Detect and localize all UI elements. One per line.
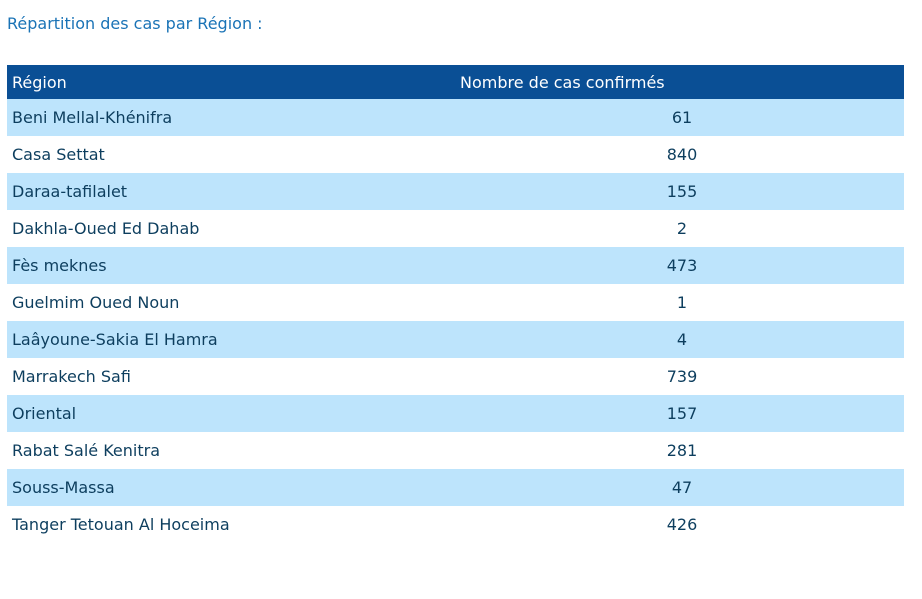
table-row: Dakhla-Oued Ed Dahab 2 xyxy=(7,210,904,247)
table-row: Beni Mellal-Khénifra 61 xyxy=(7,99,904,136)
table-row: Fès meknes 473 xyxy=(7,247,904,284)
page-title: Répartition des cas par Région : xyxy=(7,14,263,33)
table-row: Laâyoune-Sakia El Hamra 4 xyxy=(7,321,904,358)
count-cell: 155 xyxy=(460,173,904,210)
region-cell: Souss-Massa xyxy=(7,469,460,506)
count-cell: 61 xyxy=(460,99,904,136)
region-cell: Fès meknes xyxy=(7,247,460,284)
region-cell: Beni Mellal-Khénifra xyxy=(7,99,460,136)
count-cell: 157 xyxy=(460,395,904,432)
table-row: Guelmim Oued Noun 1 xyxy=(7,284,904,321)
table-row: Daraa-tafilalet 155 xyxy=(7,173,904,210)
count-cell: 47 xyxy=(460,469,904,506)
table-row: Oriental 157 xyxy=(7,395,904,432)
table-row: Rabat Salé Kenitra 281 xyxy=(7,432,904,469)
region-cell: Daraa-tafilalet xyxy=(7,173,460,210)
table-row: Casa Settat 840 xyxy=(7,136,904,173)
region-cell: Rabat Salé Kenitra xyxy=(7,432,460,469)
table-header-row: Région Nombre de cas confirmés xyxy=(7,65,904,99)
count-cell: 1 xyxy=(460,284,904,321)
region-cell: Laâyoune-Sakia El Hamra xyxy=(7,321,460,358)
column-header-region: Région xyxy=(7,65,460,99)
table-row: Tanger Tetouan Al Hoceima 426 xyxy=(7,506,904,543)
count-cell: 4 xyxy=(460,321,904,358)
region-cell: Dakhla-Oued Ed Dahab xyxy=(7,210,460,247)
count-cell: 840 xyxy=(460,136,904,173)
count-cell: 426 xyxy=(460,506,904,543)
region-cell: Casa Settat xyxy=(7,136,460,173)
count-cell: 473 xyxy=(460,247,904,284)
count-cell: 2 xyxy=(460,210,904,247)
region-cell: Marrakech Safi xyxy=(7,358,460,395)
table-row: Marrakech Safi 739 xyxy=(7,358,904,395)
count-cell: 281 xyxy=(460,432,904,469)
table-body: Beni Mellal-Khénifra 61 Casa Settat 840 … xyxy=(7,99,904,543)
count-cell: 739 xyxy=(460,358,904,395)
cases-by-region-table: Région Nombre de cas confirmés Beni Mell… xyxy=(7,65,904,543)
region-cell: Oriental xyxy=(7,395,460,432)
column-header-count: Nombre de cas confirmés xyxy=(460,65,904,99)
region-cell: Guelmim Oued Noun xyxy=(7,284,460,321)
region-cell: Tanger Tetouan Al Hoceima xyxy=(7,506,460,543)
table-row: Souss-Massa 47 xyxy=(7,469,904,506)
